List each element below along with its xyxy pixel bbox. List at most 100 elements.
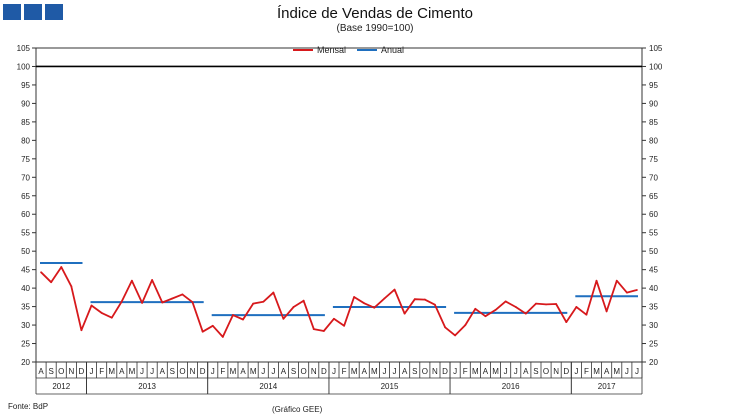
x-year-label: 2012 <box>52 382 70 391</box>
x-year-label: 2013 <box>138 382 156 391</box>
x-month-label: F <box>584 367 589 376</box>
x-month-label: N <box>311 367 317 376</box>
mensal-point <box>413 298 416 301</box>
y-tick-label-right: 40 <box>649 284 658 293</box>
legend-item-anual: Anual <box>357 45 404 55</box>
x-month-label: M <box>472 367 479 376</box>
mensal-point <box>151 279 154 281</box>
mensal-point <box>312 328 315 331</box>
y-tick-label-left: 65 <box>21 192 30 201</box>
mensal-point <box>636 289 638 291</box>
x-month-label: O <box>179 367 185 376</box>
x-month-label: J <box>140 367 144 376</box>
mensal-point <box>302 299 305 302</box>
mensal-point <box>80 329 83 332</box>
y-tick-label-left: 30 <box>21 321 30 330</box>
x-month-label: D <box>563 367 569 376</box>
mensal-point <box>484 315 487 318</box>
x-month-label: J <box>211 367 215 376</box>
x-month-label: D <box>79 367 85 376</box>
y-tick-label-left: 50 <box>21 247 30 256</box>
mensal-point <box>575 306 578 308</box>
mensal-point <box>252 302 255 305</box>
y-tick-label-right: 95 <box>649 81 658 90</box>
x-month-label: J <box>150 367 154 376</box>
x-month-label: S <box>291 367 296 376</box>
mensal-point <box>131 279 133 282</box>
mensal-point <box>201 330 204 333</box>
x-month-label: J <box>90 367 94 376</box>
y-tick-label-right: 75 <box>649 155 658 164</box>
mensal-point <box>70 285 73 288</box>
mensal-point <box>363 302 366 305</box>
plot-frame <box>35 47 643 363</box>
x-month-label: S <box>48 367 53 376</box>
y-tick-label-right: 100 <box>649 62 663 71</box>
mensal-point <box>565 321 568 324</box>
mensal-point <box>423 298 426 301</box>
x-month-label: J <box>635 367 639 376</box>
mensal-point <box>333 317 335 320</box>
y-tick-label-right: 90 <box>649 99 658 108</box>
mensal-point <box>181 293 184 296</box>
source-note: Fonte: BdP <box>8 402 49 411</box>
x-year-label: 2014 <box>259 382 277 391</box>
x-month-label: M <box>129 367 136 376</box>
x-month-label: S <box>170 367 175 376</box>
mensal-point <box>625 291 628 294</box>
mensal-point <box>282 317 285 320</box>
x-month-label: J <box>504 367 508 376</box>
mensal-point <box>343 324 345 327</box>
logo <box>3 4 63 20</box>
y-tick-label-left: 40 <box>21 284 30 293</box>
credit-note: (Gráfico GEE) <box>272 405 323 414</box>
mensal-point <box>262 300 265 303</box>
y-tick-label-right: 60 <box>649 210 658 219</box>
x-month-label: A <box>483 367 489 376</box>
x-month-label: F <box>463 367 468 376</box>
mensal-point <box>434 303 436 306</box>
x-month-label: N <box>190 367 196 376</box>
mensal-point <box>585 313 588 316</box>
mensal-point <box>221 335 224 338</box>
x-month-label: A <box>604 367 610 376</box>
y-tick-label-left: 45 <box>21 266 30 275</box>
y-tick-label-left: 55 <box>21 229 30 238</box>
mensal-point <box>605 310 608 313</box>
x-month-label: A <box>38 367 44 376</box>
mensal-point <box>545 303 547 306</box>
mensal-point <box>191 301 194 304</box>
y-tick-label-left: 70 <box>21 173 30 182</box>
mensal-point <box>353 296 356 298</box>
x-month-label: A <box>240 367 246 376</box>
y-tick-label-right: 55 <box>649 229 658 238</box>
y-tick-label-right: 105 <box>649 44 663 53</box>
y-tick-label-right: 50 <box>649 247 658 256</box>
mensal-point <box>393 288 396 291</box>
mensal-point <box>110 316 113 319</box>
x-month-label: M <box>593 367 600 376</box>
mensal-point <box>141 301 143 304</box>
y-tick-label-right: 25 <box>649 340 658 349</box>
x-month-label: J <box>393 367 397 376</box>
x-month-label: D <box>321 367 327 376</box>
mensal-point <box>454 334 457 337</box>
legend-swatch-anual <box>357 49 378 51</box>
x-month-label: D <box>200 367 206 376</box>
y-tick-label-right: 20 <box>649 358 658 367</box>
y-tick-label-left: 25 <box>21 340 30 349</box>
mensal-point <box>595 279 598 282</box>
mensal-point <box>211 324 214 327</box>
chart-title: Índice de Vendas de Cimento <box>277 5 473 22</box>
x-month-label: M <box>108 367 115 376</box>
x-month-label: J <box>514 367 518 376</box>
mensal-point <box>100 311 103 314</box>
mensal-point <box>272 291 275 294</box>
mensal-point <box>555 303 558 305</box>
x-month-label: J <box>625 367 629 376</box>
mensal-point <box>60 266 63 268</box>
y-tick-label-left: 95 <box>21 81 30 90</box>
x-month-label: M <box>613 367 620 376</box>
mensal-point <box>90 304 93 307</box>
